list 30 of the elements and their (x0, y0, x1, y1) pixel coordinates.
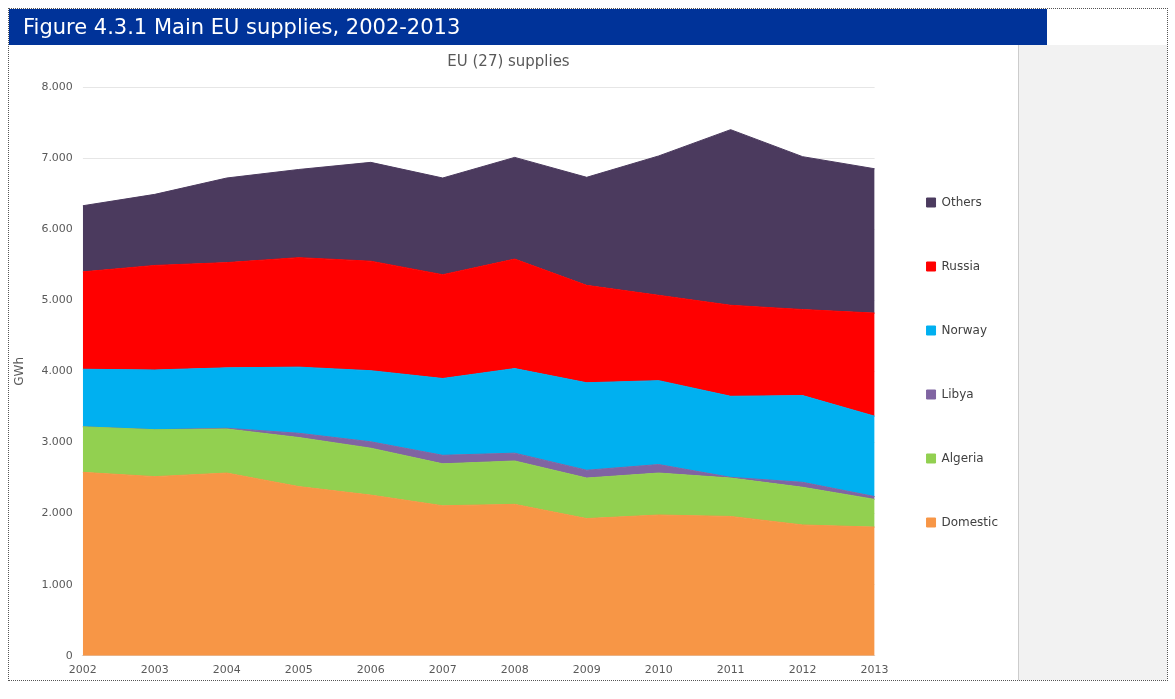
legend-label: Russia (941, 258, 981, 273)
x-tick-label: 2009 (572, 663, 601, 677)
x-tick-label: 2010 (644, 663, 673, 677)
legend-label: Libya (941, 386, 974, 401)
x-tick-label: 2006 (356, 663, 385, 677)
y-tick-label: 8.000 (41, 79, 73, 93)
y-tick-label: 7.000 (41, 150, 73, 164)
x-tick-label: 2004 (212, 663, 241, 677)
y-tick-label: 6.000 (41, 222, 73, 236)
legend-label: Domestic (941, 514, 998, 529)
x-tick-label: 2003 (140, 663, 169, 677)
y-tick-label: 2.000 (41, 506, 73, 520)
x-tick-label: 2005 (284, 663, 313, 677)
x-tick-label: 2011 (716, 663, 745, 677)
x-tick-label: 2007 (428, 663, 457, 677)
legend-label: Others (941, 194, 982, 209)
y-tick-label: 0 (65, 648, 73, 662)
chart-subtitle: EU (27) supplies (447, 51, 570, 70)
y-tick-label: 1.000 (41, 577, 73, 591)
legend-label: Norway (941, 322, 987, 337)
legend-label: Algeria (941, 450, 984, 465)
x-tick-label: 2002 (68, 663, 97, 677)
y-tick-label: 5.000 (41, 293, 73, 307)
y-tick-label: 4.000 (41, 364, 73, 378)
x-tick-label: 2013 (860, 663, 889, 677)
y-axis-title: GWh (12, 357, 27, 386)
x-tick-label: 2008 (500, 663, 529, 677)
y-tick-label: 3.000 (41, 435, 73, 449)
chart-title: Figure 4.3.1 Main EU supplies, 2002-2013 (9, 9, 1047, 45)
x-tick-label: 2012 (788, 663, 817, 677)
